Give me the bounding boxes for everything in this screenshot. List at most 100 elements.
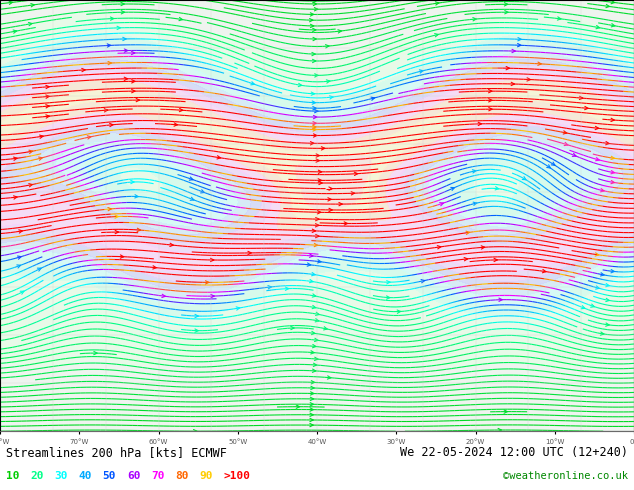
FancyArrowPatch shape xyxy=(605,323,609,326)
FancyArrowPatch shape xyxy=(506,67,510,70)
FancyArrowPatch shape xyxy=(579,96,583,99)
FancyArrowPatch shape xyxy=(611,180,614,184)
FancyArrowPatch shape xyxy=(387,296,390,299)
FancyArrowPatch shape xyxy=(195,315,198,318)
FancyArrowPatch shape xyxy=(310,413,313,416)
FancyArrowPatch shape xyxy=(319,181,322,185)
FancyArrowPatch shape xyxy=(311,92,314,96)
FancyArrowPatch shape xyxy=(313,125,316,128)
FancyArrowPatch shape xyxy=(596,25,600,29)
FancyArrowPatch shape xyxy=(551,162,555,165)
FancyArrowPatch shape xyxy=(313,363,317,367)
FancyArrowPatch shape xyxy=(397,310,401,313)
Text: 50: 50 xyxy=(103,471,116,481)
FancyArrowPatch shape xyxy=(211,294,214,298)
FancyArrowPatch shape xyxy=(13,157,17,160)
FancyArrowPatch shape xyxy=(311,142,314,145)
FancyArrowPatch shape xyxy=(527,78,531,81)
FancyArrowPatch shape xyxy=(318,211,321,214)
FancyArrowPatch shape xyxy=(611,171,614,174)
FancyArrowPatch shape xyxy=(248,251,251,255)
FancyArrowPatch shape xyxy=(600,189,604,192)
Text: 60: 60 xyxy=(127,471,140,481)
FancyArrowPatch shape xyxy=(217,156,221,159)
FancyArrowPatch shape xyxy=(236,307,240,310)
FancyArrowPatch shape xyxy=(179,18,183,21)
FancyArrowPatch shape xyxy=(581,306,585,309)
FancyArrowPatch shape xyxy=(115,215,119,218)
Text: 20: 20 xyxy=(30,471,44,481)
FancyArrowPatch shape xyxy=(193,430,197,433)
FancyArrowPatch shape xyxy=(595,253,598,256)
FancyArrowPatch shape xyxy=(313,28,316,31)
FancyArrowPatch shape xyxy=(437,245,441,249)
FancyArrowPatch shape xyxy=(494,258,497,262)
FancyArrowPatch shape xyxy=(481,246,484,249)
FancyArrowPatch shape xyxy=(316,234,319,238)
FancyArrowPatch shape xyxy=(121,11,124,14)
FancyArrowPatch shape xyxy=(328,197,331,201)
FancyArrowPatch shape xyxy=(29,150,32,153)
FancyArrowPatch shape xyxy=(120,255,124,258)
FancyArrowPatch shape xyxy=(313,128,316,131)
FancyArrowPatch shape xyxy=(472,170,476,173)
FancyArrowPatch shape xyxy=(547,165,550,168)
FancyArrowPatch shape xyxy=(13,196,17,199)
FancyArrowPatch shape xyxy=(46,95,49,98)
Text: 80: 80 xyxy=(175,471,188,481)
FancyArrowPatch shape xyxy=(307,263,311,266)
FancyArrowPatch shape xyxy=(435,34,438,37)
FancyArrowPatch shape xyxy=(29,184,32,187)
FancyArrowPatch shape xyxy=(136,98,139,102)
FancyArrowPatch shape xyxy=(464,258,468,261)
FancyArrowPatch shape xyxy=(17,265,20,268)
FancyArrowPatch shape xyxy=(505,11,508,14)
FancyArrowPatch shape xyxy=(310,418,313,421)
FancyArrowPatch shape xyxy=(110,123,113,126)
FancyArrowPatch shape xyxy=(563,131,567,134)
FancyArrowPatch shape xyxy=(354,172,358,175)
FancyArrowPatch shape xyxy=(611,156,614,160)
FancyArrowPatch shape xyxy=(371,97,375,100)
FancyArrowPatch shape xyxy=(298,83,302,87)
FancyArrowPatch shape xyxy=(495,187,499,190)
FancyArrowPatch shape xyxy=(318,170,321,173)
FancyArrowPatch shape xyxy=(310,397,314,400)
Text: 70: 70 xyxy=(151,471,164,481)
FancyArrowPatch shape xyxy=(46,85,49,89)
FancyArrowPatch shape xyxy=(115,230,119,234)
FancyArrowPatch shape xyxy=(595,286,599,289)
FancyArrowPatch shape xyxy=(329,187,332,190)
FancyArrowPatch shape xyxy=(473,202,477,205)
FancyArrowPatch shape xyxy=(314,244,318,246)
FancyArrowPatch shape xyxy=(606,4,609,8)
FancyArrowPatch shape xyxy=(313,122,316,125)
FancyArrowPatch shape xyxy=(489,90,492,93)
Text: We 22-05-2024 12:00 UTC (12+240): We 22-05-2024 12:00 UTC (12+240) xyxy=(399,446,628,459)
FancyArrowPatch shape xyxy=(517,44,521,47)
FancyArrowPatch shape xyxy=(309,19,313,22)
FancyArrowPatch shape xyxy=(321,147,325,150)
FancyArrowPatch shape xyxy=(330,96,333,99)
FancyArrowPatch shape xyxy=(511,82,514,86)
FancyArrowPatch shape xyxy=(82,69,85,72)
FancyArrowPatch shape xyxy=(108,61,112,65)
FancyArrowPatch shape xyxy=(13,30,16,33)
FancyArrowPatch shape xyxy=(499,298,502,301)
Text: 30: 30 xyxy=(55,471,68,481)
FancyArrowPatch shape xyxy=(451,187,455,191)
FancyArrowPatch shape xyxy=(9,1,13,4)
FancyArrowPatch shape xyxy=(478,122,481,125)
FancyArrowPatch shape xyxy=(313,106,316,110)
FancyArrowPatch shape xyxy=(311,24,314,27)
FancyArrowPatch shape xyxy=(313,37,316,41)
FancyArrowPatch shape xyxy=(466,231,470,234)
FancyArrowPatch shape xyxy=(595,158,599,161)
FancyArrowPatch shape xyxy=(285,287,288,291)
Text: 40: 40 xyxy=(79,471,92,481)
FancyArrowPatch shape xyxy=(564,143,568,146)
FancyArrowPatch shape xyxy=(314,7,318,11)
FancyArrowPatch shape xyxy=(440,202,443,206)
FancyArrowPatch shape xyxy=(200,190,204,193)
FancyArrowPatch shape xyxy=(121,2,124,6)
